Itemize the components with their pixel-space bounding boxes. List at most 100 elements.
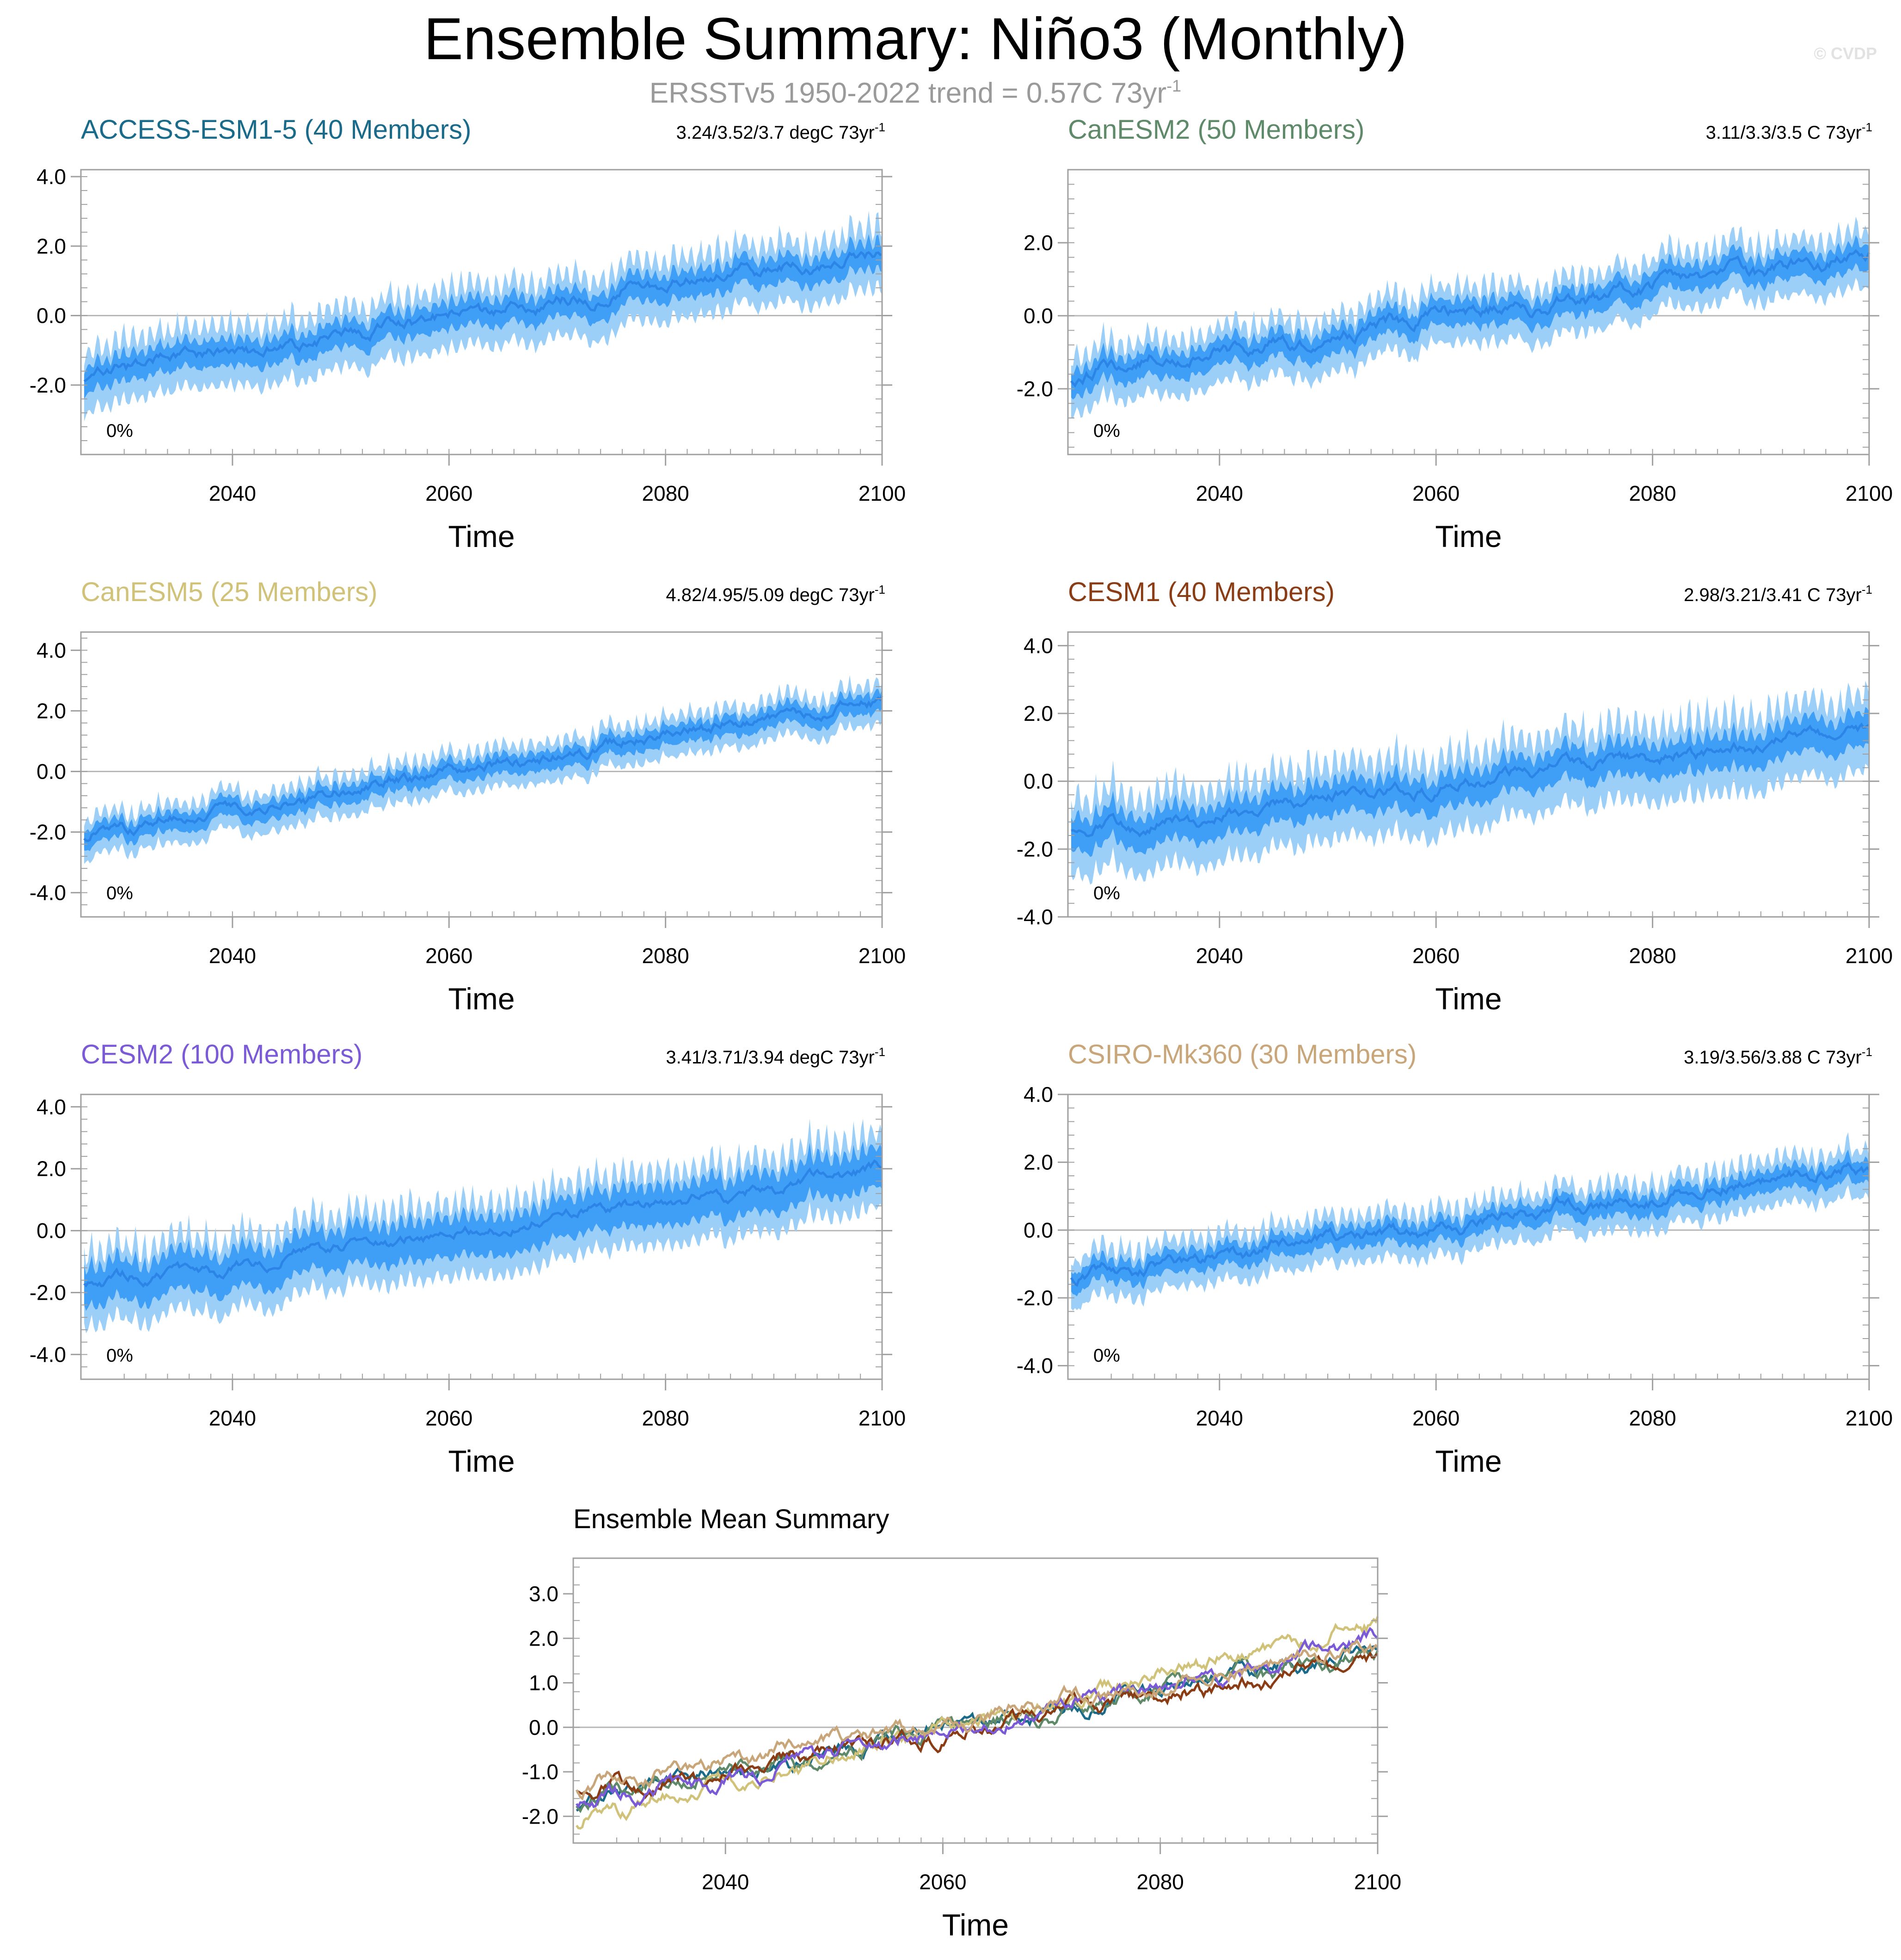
figure-subtitle-text: ERSSTv5 1950-2022 trend = 0.57C 73yr: [650, 77, 1166, 109]
y-tick-label: 2.0: [1024, 1150, 1053, 1174]
x-tick-label: 2080: [1629, 944, 1676, 968]
figure-subtitle-sup: -1: [1166, 76, 1181, 95]
plot-frame: [80, 1094, 883, 1380]
percent-label: 0%: [1093, 1346, 1120, 1366]
panel-1: ACCESS-ESM1-5 (40 Members) 3.24/3.52/3.7 …: [30, 115, 906, 553]
panel-trend-text: 4.82/4.95/5.09 degC 73yr: [666, 585, 874, 605]
panel-4: CESM1 (40 Members) 2.98/3.21/3.41 C 73yr-…: [1017, 577, 1893, 1016]
panel-title: ACCESS-ESM1-5 (40 Members): [81, 115, 471, 145]
panel-trend-sup: -1: [1862, 1045, 1872, 1059]
x-axis-label: Time: [1435, 982, 1502, 1016]
x-axis-label: Time: [1435, 1444, 1502, 1478]
x-axis-label: Time: [448, 1444, 515, 1478]
x-tick-label: 2060: [425, 944, 472, 968]
inner-spread-band: [84, 234, 882, 399]
x-tick-label: 2040: [209, 1406, 256, 1430]
figure-title: Ensemble Summary: Niño3 (Monthly): [424, 6, 1407, 72]
x-tick-label: 2060: [1412, 1406, 1459, 1430]
x-tick-label: 2080: [1629, 481, 1676, 505]
panel-trend-sup: -1: [875, 120, 885, 134]
plot-frame: [572, 1557, 1379, 1844]
plot-frame: [1067, 169, 1870, 455]
inner-spread-band: [84, 1141, 882, 1311]
panel-trend-text: 3.11/3.3/3.5 C 73yr: [1706, 123, 1862, 143]
panel-trend-label: 4.82/4.95/5.09 degC 73yr-1: [666, 583, 885, 605]
y-tick-label: 0.0: [37, 1219, 66, 1243]
x-axis-label: Time: [448, 519, 515, 553]
plot-frame: [1067, 631, 1870, 918]
panel-title: CESM1 (40 Members): [1068, 577, 1335, 607]
panel-5: CESM2 (100 Members) 3.41/3.71/3.94 degC 7…: [30, 1039, 906, 1478]
x-tick-label: 2040: [1196, 481, 1243, 505]
panel-trend-label: 2.98/3.21/3.41 C 73yr-1: [1684, 583, 1872, 605]
y-tick-label: 1.0: [529, 1671, 558, 1695]
y-tick-label: -2.0: [1017, 377, 1053, 401]
panel-trend-label: 3.11/3.3/3.5 C 73yr-1: [1706, 120, 1872, 143]
y-tick-label: -4.0: [1017, 905, 1053, 929]
panel-title: CESM2 (100 Members): [81, 1039, 362, 1069]
y-tick-label: -4.0: [30, 1342, 66, 1366]
ensemble-mean-line: [1070, 1161, 1870, 1287]
plot-frame: [80, 631, 883, 918]
panels-group: ACCESS-ESM1-5 (40 Members) 3.24/3.52/3.7 …: [30, 115, 1893, 1942]
y-tick-label: 0.0: [1024, 769, 1053, 793]
x-tick-label: 2100: [1846, 481, 1893, 505]
ensemble-mean-line: [83, 251, 883, 382]
x-tick-label: 2100: [859, 481, 906, 505]
x-tick-label: 2040: [209, 481, 256, 505]
y-tick-label: -4.0: [1017, 1354, 1053, 1378]
panel-title: CanESM5 (25 Members): [81, 577, 377, 607]
y-tick-label: 0.0: [1024, 304, 1053, 328]
y-tick-label: 4.0: [37, 165, 66, 189]
panel-trend-text: 2.98/3.21/3.41 C 73yr: [1684, 585, 1862, 605]
panel-title: CSIRO-Mk360 (30 Members): [1068, 1039, 1417, 1069]
percent-label: 0%: [106, 883, 133, 903]
x-tick-label: 2060: [425, 481, 472, 505]
x-tick-label: 2080: [1629, 1406, 1676, 1430]
y-tick-label: 2.0: [1024, 231, 1053, 255]
x-axis-label: Time: [1435, 519, 1502, 553]
x-tick-label: 2060: [919, 1870, 966, 1894]
y-tick-label: -2.0: [30, 373, 66, 397]
y-tick-label: 3.0: [529, 1582, 558, 1606]
percent-label: 0%: [1093, 421, 1120, 441]
panel-trend-sup: -1: [1862, 583, 1872, 596]
panel-title: Ensemble Mean Summary: [573, 1504, 889, 1534]
y-tick-label: 4.0: [1024, 1082, 1053, 1106]
series-line-csiro-mk360: [575, 1639, 1379, 1801]
y-tick-label: -2.0: [1017, 837, 1053, 861]
y-tick-label: -1.0: [522, 1760, 558, 1784]
y-tick-label: 4.0: [37, 1095, 66, 1119]
panel-trend-sup: -1: [875, 583, 885, 596]
ensemble-mean-line: [1071, 722, 1870, 838]
panel-6: CSIRO-Mk360 (30 Members) 3.19/3.56/3.88 C…: [1017, 1039, 1893, 1478]
x-tick-label: 2080: [642, 481, 689, 505]
percent-label: 0%: [106, 1346, 133, 1366]
y-tick-label: 2.0: [37, 1157, 66, 1181]
ensemble-mean-line: [1070, 249, 1870, 388]
y-tick-label: 0.0: [37, 759, 66, 783]
figure-subtitle: ERSSTv5 1950-2022 trend = 0.57C 73yr-1: [650, 76, 1181, 109]
plot-frame: [1067, 1094, 1870, 1380]
inner-spread-band: [1071, 707, 1869, 857]
x-tick-label: 2060: [1412, 944, 1459, 968]
y-tick-label: 0.0: [529, 1715, 558, 1739]
panel-trend-label: 3.41/3.71/3.94 degC 73yr-1: [666, 1045, 885, 1068]
x-tick-label: 2040: [1196, 1406, 1243, 1430]
x-tick-label: 2100: [859, 1406, 906, 1430]
y-tick-label: 2.0: [37, 699, 66, 723]
panel-trend-sup: -1: [875, 1045, 885, 1059]
panel-trend-text: 3.19/3.56/3.88 C 73yr: [1684, 1047, 1862, 1068]
series-line-canesm5: [576, 1616, 1379, 1830]
x-tick-label: 2080: [1137, 1870, 1184, 1894]
x-tick-label: 2100: [1846, 1406, 1893, 1430]
percent-label: 0%: [106, 421, 133, 441]
ensemble-mean-line: [83, 695, 883, 842]
x-axis-label: Time: [942, 1908, 1009, 1942]
y-tick-label: -2.0: [1017, 1286, 1053, 1310]
panel-trend-sup: -1: [1862, 120, 1872, 134]
y-tick-label: 4.0: [37, 638, 66, 662]
x-tick-label: 2080: [642, 1406, 689, 1430]
y-tick-label: -2.0: [30, 1281, 66, 1305]
panel-7: Ensemble Mean Summary 3.0 2.0 1.0 0.0 -1.0 -2.…: [522, 1504, 1401, 1942]
